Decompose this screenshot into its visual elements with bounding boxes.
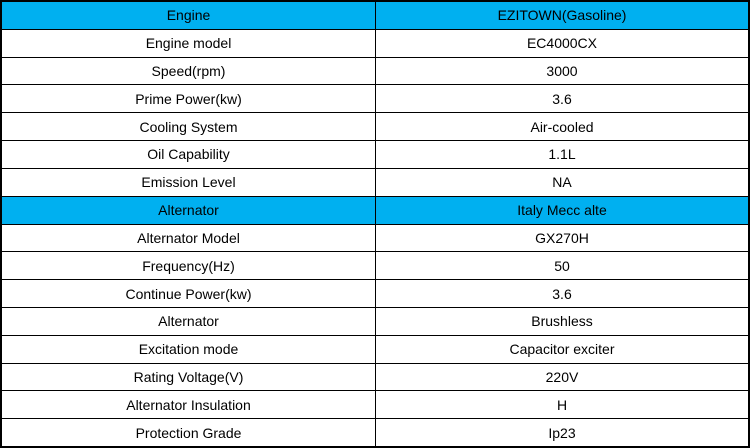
table-row: Continue Power(kw) 3.6 [2, 279, 748, 307]
spec-value: Brushless [375, 307, 748, 335]
table-row: Cooling System Air-cooled [2, 112, 748, 141]
spec-label: Oil Capability [147, 146, 230, 163]
spec-value: 50 [375, 252, 748, 280]
spec-value: EC4000CX [375, 29, 748, 57]
spec-value: GX270H [375, 224, 748, 252]
spec-label: Speed(rpm) [151, 63, 226, 80]
table-section-header-row: Alternator Italy Mecc alte [2, 195, 748, 224]
spec-value: Ip23 [375, 419, 748, 446]
spec-value: Air-cooled [375, 113, 748, 141]
spec-label: Continue Power(kw) [125, 285, 252, 302]
table-row: Prime Power(kw) 3.6 [2, 84, 748, 113]
spec-label: Engine model [145, 35, 232, 52]
table-row: Oil Capability 1.1L [2, 140, 748, 168]
table-row: Engine model EC4000CX [2, 28, 748, 57]
spec-label: Alternator Model [137, 229, 240, 246]
table-row: Alternator Insulation H [2, 390, 748, 419]
spec-value: 1.1L [375, 141, 748, 168]
spec-label: Emission Level [141, 174, 236, 191]
spec-label: Rating Voltage(V) [133, 368, 244, 385]
section-header-label: Alternator [158, 202, 219, 219]
spec-value: NA [375, 168, 748, 196]
spec-value: 3.6 [375, 85, 748, 113]
section-header-value: Italy Mecc alte [375, 196, 748, 224]
spec-value: 3.6 [375, 280, 748, 307]
table-row: Protection Grade Ip23 [2, 418, 748, 446]
spec-label: Alternator Insulation [126, 396, 251, 413]
table-row: Speed(rpm) 3000 [2, 56, 748, 85]
spec-value: 220V [375, 363, 748, 391]
table-row: Emission Level NA [2, 167, 748, 196]
table-row: Alternator Model GX270H [2, 223, 748, 252]
table-section-header-row: Engine EZITOWN(Gasoline) [2, 2, 748, 29]
spec-value: 3000 [375, 57, 748, 85]
spec-label: Cooling System [139, 118, 238, 135]
spec-label: Frequency(Hz) [142, 257, 235, 274]
spec-value: Capacitor exciter [375, 335, 748, 363]
table-row: Frequency(Hz) 50 [2, 251, 748, 280]
section-header-value: EZITOWN(Gasoline) [375, 2, 748, 29]
spec-label: Prime Power(kw) [135, 90, 242, 107]
spec-label: Excitation mode [138, 341, 239, 358]
spec-label: Protection Grade [135, 424, 242, 441]
spec-label: Alternator [158, 313, 219, 330]
table-row: Rating Voltage(V) 220V [2, 362, 748, 391]
section-header-label: Engine [166, 7, 211, 24]
table-row: Excitation mode Capacitor exciter [2, 334, 748, 363]
table-row: Alternator Brushless [2, 306, 748, 335]
spec-value: H [375, 391, 748, 419]
